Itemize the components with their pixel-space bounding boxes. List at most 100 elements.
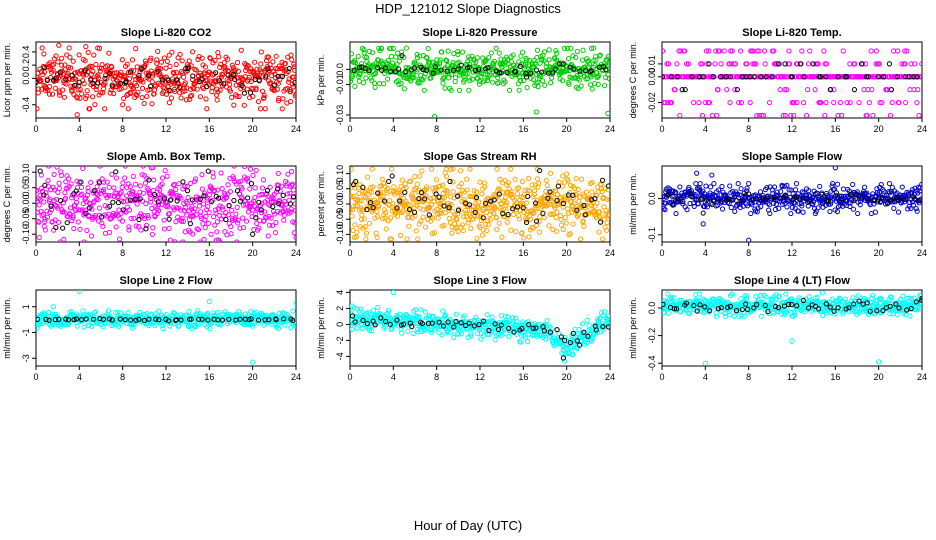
- data-point: [360, 207, 367, 213]
- data-point: [815, 61, 821, 67]
- data-point: [271, 82, 277, 88]
- data-point: [166, 216, 172, 222]
- data-point: [562, 334, 568, 340]
- data-point: [280, 96, 286, 102]
- data-point: [474, 331, 481, 337]
- data-point: [179, 239, 186, 242]
- data-point: [503, 202, 509, 208]
- data-point: [519, 70, 525, 76]
- data-point: [56, 219, 62, 225]
- data-point: [899, 184, 905, 190]
- data-point: [571, 200, 577, 206]
- data-point: [220, 213, 226, 219]
- data-point: [167, 237, 173, 242]
- data-point: [601, 309, 608, 315]
- data-point: [250, 86, 256, 92]
- data-point: [797, 61, 803, 67]
- data-point: [597, 209, 603, 215]
- data-point: [823, 61, 830, 67]
- data-point: [486, 327, 492, 334]
- data-point: [44, 214, 51, 220]
- data-point: [45, 177, 51, 184]
- data-point: [859, 194, 865, 200]
- data-point: [795, 208, 802, 214]
- data-point: [563, 220, 569, 226]
- series-hourly: [350, 167, 610, 226]
- data-point: [90, 80, 96, 86]
- data-point: [193, 212, 199, 218]
- data-point: [879, 99, 885, 106]
- data-point: [192, 206, 198, 212]
- data-point: [166, 52, 172, 58]
- data-point: [147, 86, 153, 93]
- data-point: [856, 99, 862, 106]
- data-point: [272, 71, 278, 77]
- data-point: [350, 194, 355, 200]
- data-point: [662, 206, 667, 212]
- data-point: [115, 200, 122, 206]
- data-point: [423, 186, 429, 193]
- data-point: [123, 79, 129, 85]
- data-point: [256, 77, 262, 83]
- y-axis-label: ml/min per min.: [628, 297, 638, 359]
- data-point: [600, 323, 606, 330]
- data-point: [831, 99, 837, 106]
- x-tick-label: 24: [605, 372, 615, 382]
- data-point: [124, 198, 131, 204]
- data-point: [61, 209, 67, 215]
- data-point: [442, 210, 449, 216]
- data-point: [429, 215, 436, 221]
- data-point: [64, 52, 70, 58]
- data-point: [577, 68, 583, 74]
- data-point: [88, 76, 94, 82]
- data-point: [398, 232, 404, 238]
- data-point: [238, 47, 244, 53]
- data-point: [143, 201, 149, 207]
- data-point: [601, 195, 607, 201]
- y-tick-label: 0.0: [647, 192, 657, 205]
- data-point: [390, 290, 396, 295]
- data-point: [100, 223, 106, 230]
- data-point: [385, 185, 391, 192]
- data-point: [541, 215, 547, 221]
- x-tick-label: 12: [161, 124, 171, 134]
- data-point: [241, 102, 247, 108]
- data-point: [231, 176, 237, 182]
- data-point: [484, 312, 490, 318]
- data-point: [524, 85, 530, 91]
- data-point: [491, 197, 497, 203]
- series-hourly: [350, 313, 610, 361]
- data-point: [739, 198, 745, 204]
- data-point: [351, 67, 357, 73]
- data-point: [159, 77, 165, 83]
- data-point: [177, 85, 183, 91]
- data-point: [872, 198, 878, 204]
- data-point: [178, 195, 184, 201]
- data-point: [280, 192, 286, 198]
- data-point: [711, 198, 717, 204]
- data-point: [354, 325, 360, 332]
- data-point: [287, 201, 294, 207]
- data-point: [154, 57, 160, 63]
- data-point: [109, 317, 115, 323]
- y-axis-label: ml/min per min.: [2, 297, 12, 359]
- data-point: [215, 309, 221, 315]
- data-point: [148, 199, 154, 205]
- data-point: [380, 193, 386, 200]
- data-point: [275, 98, 282, 104]
- x-tick-label: 24: [917, 248, 927, 258]
- x-tick-label: 20: [248, 248, 258, 258]
- data-point: [833, 190, 840, 196]
- data-point: [172, 239, 178, 242]
- data-point: [566, 81, 572, 87]
- data-point: [121, 95, 127, 101]
- data-point: [844, 74, 850, 80]
- data-point: [547, 170, 554, 176]
- data-point: [916, 112, 922, 118]
- data-point: [50, 67, 56, 73]
- data-point: [187, 221, 193, 227]
- data-point: [366, 327, 372, 333]
- data-point: [556, 198, 563, 205]
- data-point: [578, 83, 584, 89]
- data-point: [803, 112, 810, 118]
